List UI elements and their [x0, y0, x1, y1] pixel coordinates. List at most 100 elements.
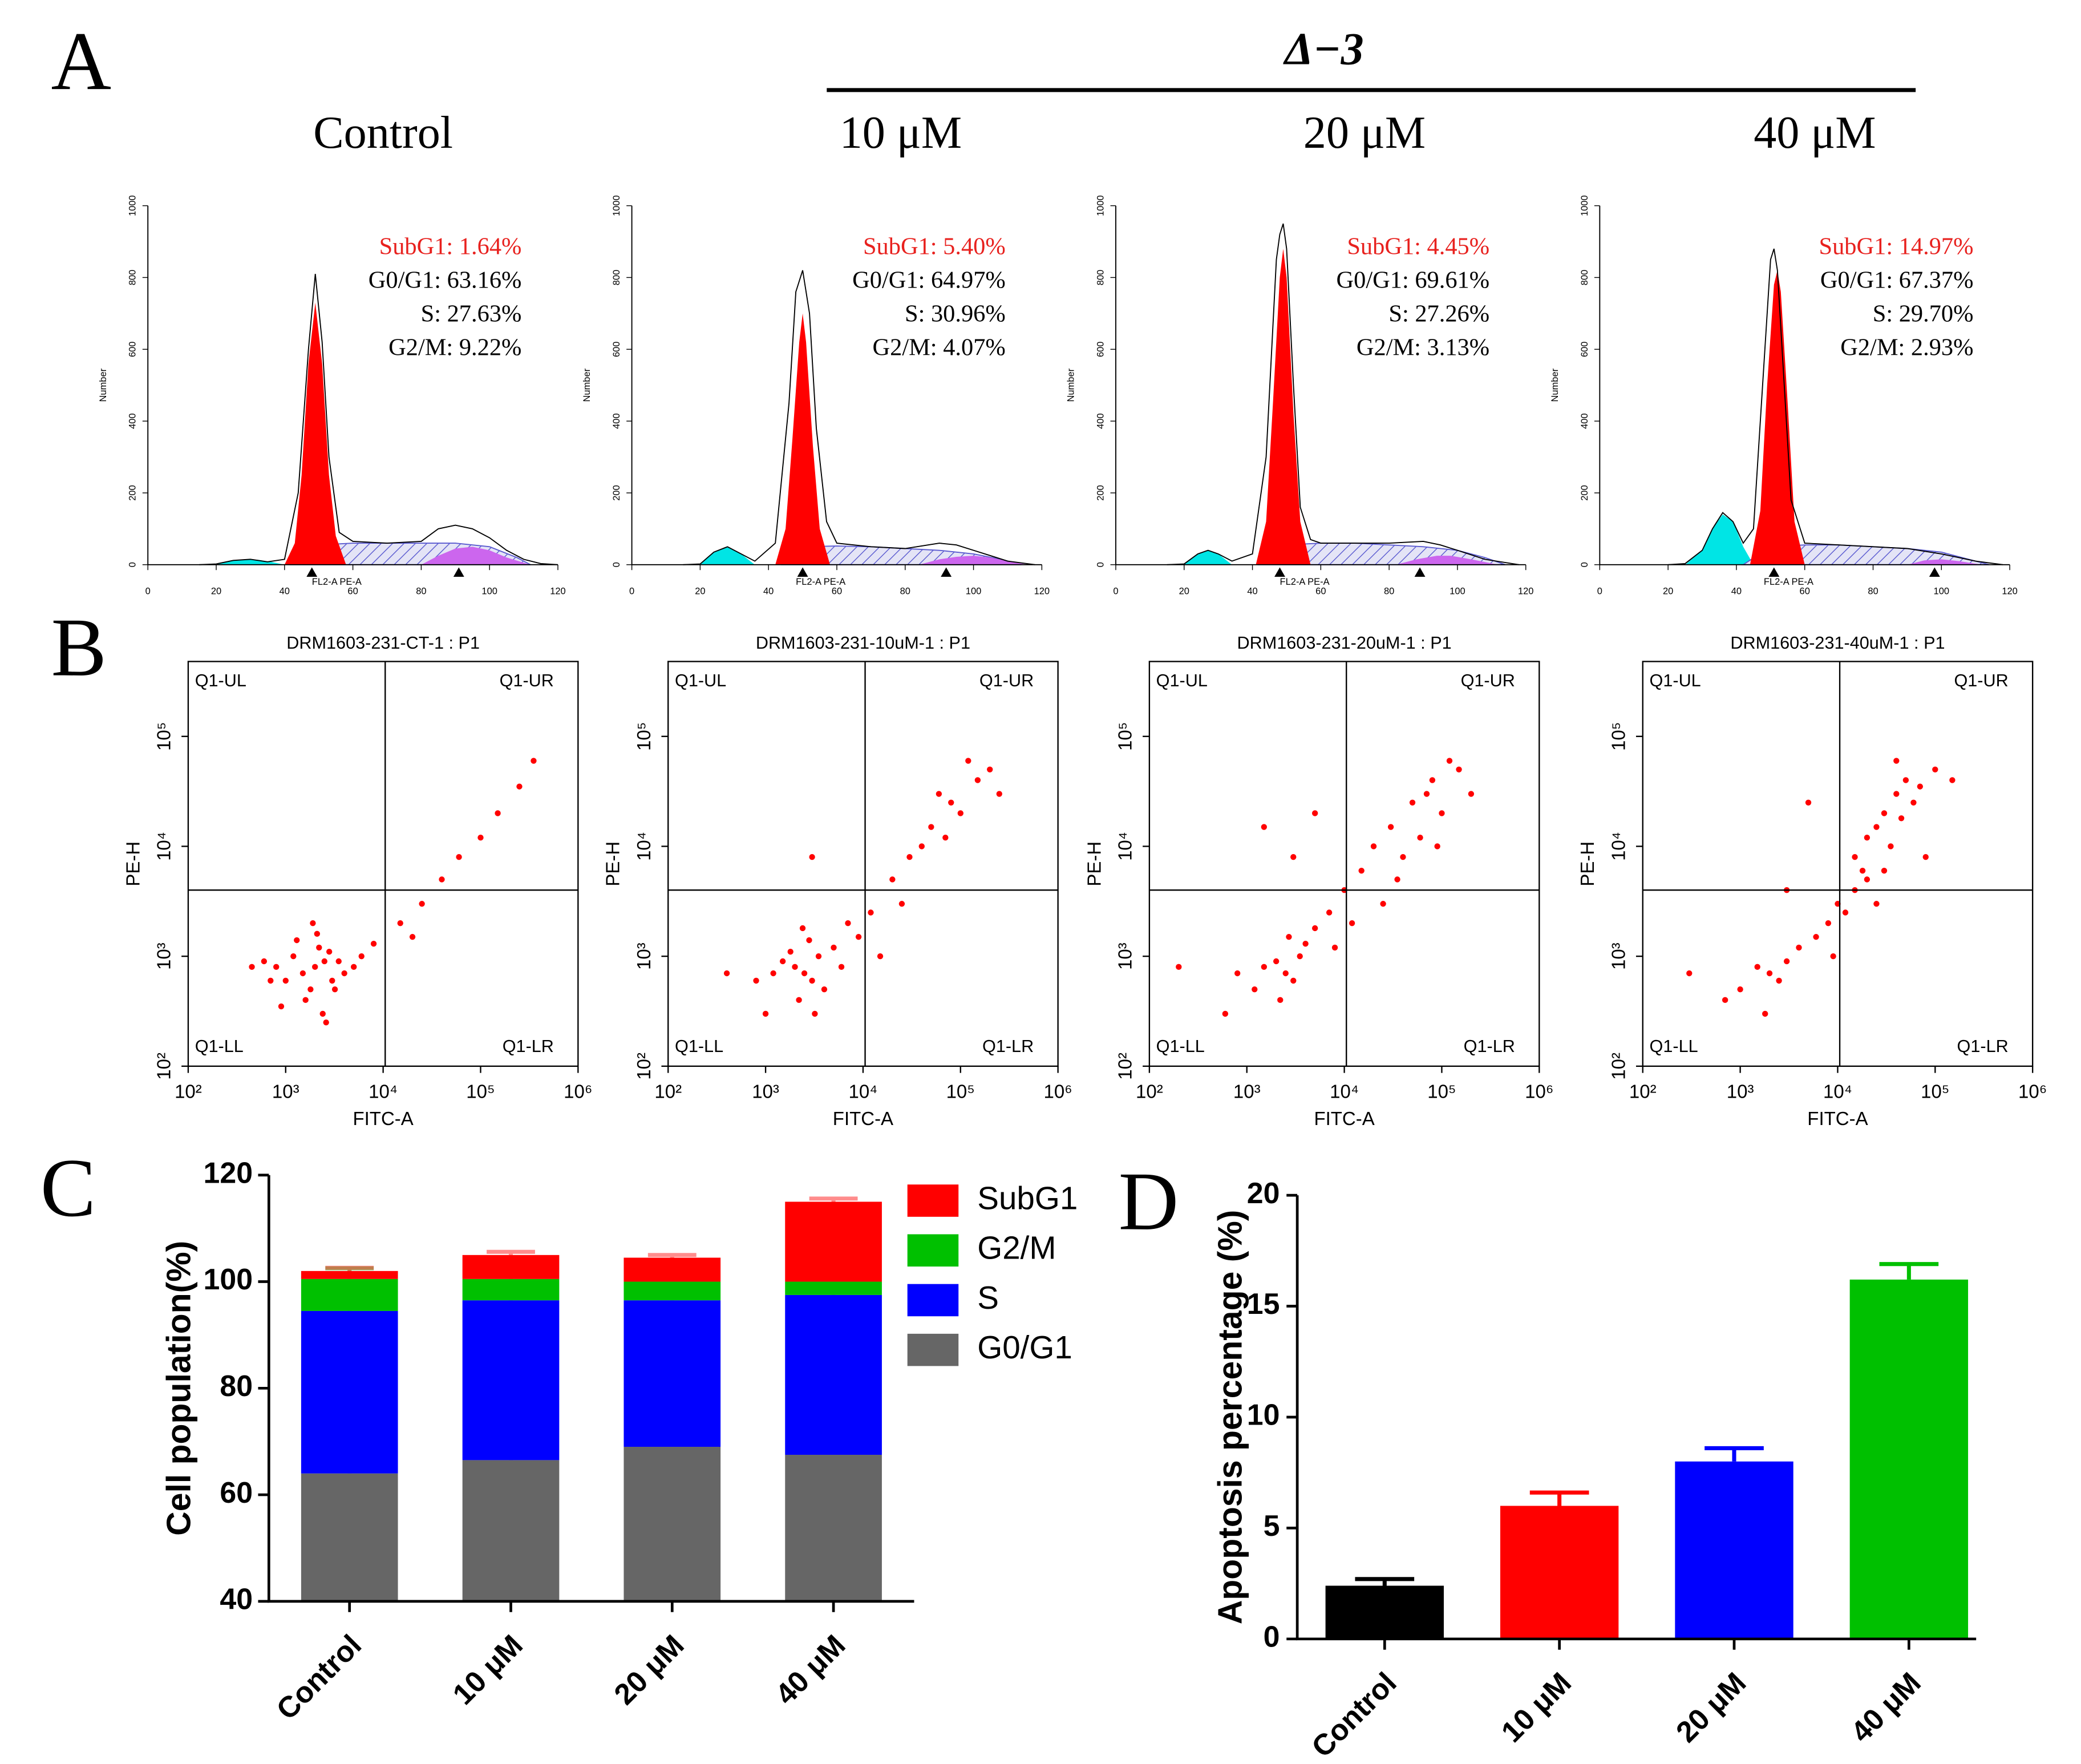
y-tick-label: 10⁴ [1608, 832, 1629, 861]
annotation: S: 29.70% [1873, 301, 1974, 327]
condition-label: Control [313, 108, 453, 158]
x-tick-label: 10³ [272, 1081, 299, 1102]
x-tick-label: 80 [900, 586, 910, 596]
quadrant-label: Q1-LR [503, 1037, 554, 1056]
x-tick-label: 40 [1731, 586, 1742, 596]
quadrant-label: Q1-UR [1954, 671, 2008, 690]
y-tick-label: 200 [128, 485, 138, 501]
y-tick-label: 400 [128, 413, 138, 429]
y-axis-label: Number [1066, 368, 1076, 402]
bar-segment [462, 1460, 560, 1601]
point [323, 1019, 329, 1026]
x-tick-label: 100 [966, 586, 982, 596]
point [889, 876, 896, 883]
point [290, 953, 297, 960]
annotation: G2/M: 9.22% [388, 334, 521, 361]
point [855, 934, 862, 940]
histogram-area [284, 302, 346, 565]
annotation: S: 27.63% [421, 301, 522, 327]
point [1282, 970, 1289, 977]
bar-segment [785, 1281, 882, 1295]
histogram-area [1184, 550, 1232, 565]
x-tick-label: 10³ [752, 1081, 779, 1102]
legend-label: SubG1 [977, 1180, 1078, 1216]
point [1873, 824, 1880, 830]
point [1776, 977, 1782, 984]
point [1394, 876, 1400, 883]
x-tick-label: 60 [1800, 586, 1810, 596]
y-tick-label: 1000 [1095, 195, 1106, 216]
point [516, 783, 523, 790]
point [1893, 791, 1900, 797]
y-tick-label: 200 [1095, 485, 1106, 501]
x-tick-label: 10⁵ [1427, 1081, 1456, 1102]
bar-segment [301, 1473, 398, 1601]
point [249, 964, 255, 970]
point [1864, 835, 1871, 841]
histogram-line [1167, 223, 1519, 565]
point [1311, 925, 1318, 932]
point [918, 843, 925, 849]
histogram-area [1396, 556, 1499, 565]
quadrant-label: Q1-UL [1156, 671, 1208, 690]
annotation: S: 30.96% [905, 301, 1006, 327]
y-tick-label: 800 [1095, 270, 1106, 286]
histogram-area [775, 313, 830, 565]
point [838, 964, 845, 970]
chart-title: DRM1603-231-10uM-1 : P1 [756, 633, 970, 653]
quadrant-label: Q1-UR [1461, 671, 1515, 690]
quadrant-label: Q1-UL [1650, 671, 1701, 690]
y-axis-label: PE-H [122, 841, 143, 887]
annotation: G0/G1: 67.37% [1820, 267, 1974, 294]
point [341, 970, 347, 977]
x-tick-label: 10⁴ [1823, 1081, 1852, 1102]
peak-marker [797, 567, 808, 577]
x-tick-label: 120 [1034, 586, 1050, 596]
y-tick-label: 0 [1264, 1620, 1280, 1653]
point [1922, 853, 1929, 860]
point [358, 953, 365, 960]
point [1859, 868, 1866, 874]
y-axis-label: Number [1550, 368, 1560, 402]
point [1409, 799, 1416, 806]
point [1331, 944, 1338, 951]
condition-label: 40 μM [1754, 108, 1876, 158]
point [1349, 920, 1355, 926]
y-tick-label: 0 [612, 562, 622, 567]
x-tick-label: 60 [347, 586, 358, 596]
point [1754, 964, 1760, 970]
point [1286, 934, 1292, 940]
point [845, 920, 851, 926]
x-tick-label: 10² [654, 1081, 682, 1102]
point [351, 964, 357, 970]
point [397, 920, 403, 926]
error-bar [1705, 1446, 1764, 1462]
point [370, 941, 377, 947]
quadrant-label: Q1-UR [979, 671, 1034, 690]
point [898, 901, 905, 907]
quadrant-label: Q1-UL [675, 671, 726, 690]
bar-segment [785, 1201, 882, 1282]
point [928, 824, 934, 830]
point [268, 977, 274, 984]
point [261, 958, 268, 965]
point [821, 986, 828, 993]
peak-marker [1768, 567, 1780, 577]
point [1429, 777, 1436, 783]
point [799, 925, 806, 932]
bar-segment [624, 1447, 721, 1601]
y-tick-label: 800 [612, 270, 622, 286]
point [326, 949, 333, 955]
point [278, 1003, 285, 1010]
point [1290, 853, 1297, 860]
y-tick-label: 0 [1580, 562, 1590, 567]
x-tick-label: 100 [481, 586, 497, 596]
histogram-line [1668, 248, 2003, 565]
point [1358, 868, 1365, 874]
x-axis-label: FITC-A [353, 1108, 413, 1129]
x-tick-label: 10⁵ [1921, 1081, 1949, 1102]
point [753, 977, 759, 984]
error-bar [647, 1253, 697, 1258]
point [1830, 953, 1836, 960]
x-tick-label: 10³ [1727, 1081, 1754, 1102]
